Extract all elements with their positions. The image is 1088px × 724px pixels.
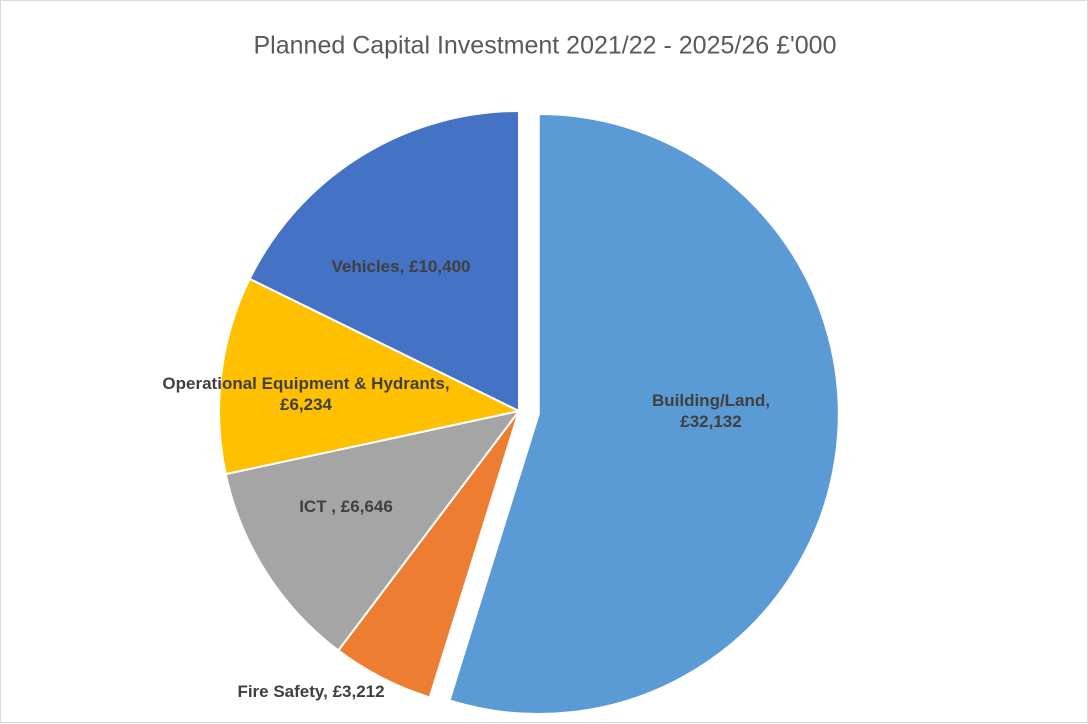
label-body: Operational Equipment & Hydrants, £6,234: [161, 373, 451, 415]
value-label: £10,400: [409, 256, 471, 276]
data-label-text: ICT , £6,646: [261, 486, 431, 526]
data-label: Building/Land, £32,132: [621, 381, 801, 441]
pie-slice: [248, 109, 520, 413]
label-body: Building/Land, £32,132: [621, 390, 801, 432]
pie-slice: [224, 409, 522, 652]
category-label: Operational Equipment & Hydrants,: [162, 373, 450, 393]
value-label: £3,212: [332, 681, 385, 701]
pie-slice: [448, 113, 840, 715]
data-label-text: Vehicles, £10,400: [291, 246, 511, 286]
data-label: Fire Safety, £3,212: [221, 661, 401, 721]
chart-title: Planned Capital Investment 2021/22 - 202…: [254, 32, 837, 60]
category-label: Vehicles,: [331, 256, 405, 276]
value-label: £6,234: [280, 394, 332, 414]
data-label: ICT , £6,646: [261, 486, 431, 526]
label-body: ICT , £6,646: [299, 496, 393, 517]
label-body: Vehicles, £10,400: [332, 256, 471, 277]
pie-slice: [218, 277, 523, 476]
data-label: Operational Equipment & Hydrants, £6,234: [161, 361, 451, 426]
value-label: £6,646: [340, 496, 393, 516]
data-label: Vehicles, £10,400: [291, 246, 511, 286]
value-label: £32,132: [680, 412, 742, 431]
category-label: Fire Safety,: [237, 681, 328, 701]
category-label: ICT ,: [299, 496, 337, 516]
data-label-text: Fire Safety, £3,212: [221, 661, 401, 721]
label-body: Fire Safety, £3,212: [237, 681, 384, 702]
data-label-text: Operational Equipment & Hydrants, £6,234: [161, 361, 451, 426]
category-label: Building/Land,: [651, 391, 771, 410]
data-label-text: Building/Land, £32,132: [621, 381, 801, 441]
